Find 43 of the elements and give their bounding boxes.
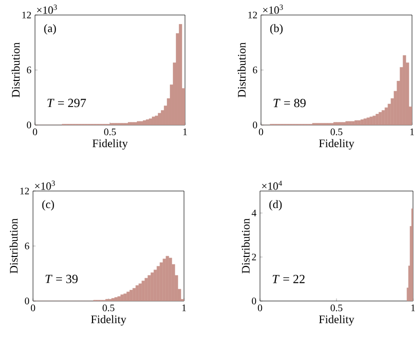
y-axis-title: Distribution	[238, 42, 246, 98]
x-tick-label: 1	[411, 304, 415, 312]
text: ×10$^{3}$	[35, 180, 55, 190]
x-tick-label: 1	[182, 304, 186, 312]
annotation: T = 39	[46, 274, 78, 284]
y-tick-label: 12	[248, 12, 257, 18]
x-axis-title: Fidelity	[91, 315, 126, 326]
x-tick-label: 0.5	[330, 304, 342, 312]
y-axis-title: Distribution	[12, 42, 20, 98]
x-tick-label: 0.5	[102, 304, 114, 312]
x-tick-label: 0.5	[104, 128, 116, 136]
x-tick-label: 1	[410, 128, 414, 136]
x-axis-title: Fidelity	[319, 139, 354, 150]
y-tick-label: 0	[252, 122, 258, 128]
y-tick-label: 0	[24, 298, 30, 304]
y-tick-label: 6	[24, 242, 30, 250]
y-tick-label: 12	[22, 12, 31, 18]
x-tick-label: 0	[32, 128, 38, 136]
annotation: (b)	[270, 24, 283, 34]
x-tick-label: 0.5	[330, 128, 342, 136]
x-axis-title: Fidelity	[319, 315, 354, 326]
y-tick-label: 4	[252, 210, 256, 216]
y-tick-label: 12	[20, 188, 29, 194]
annotation: T = 297	[48, 98, 86, 108]
y-axis-title: Distribution	[10, 218, 18, 274]
x-tick-label: 1	[183, 128, 187, 136]
x-tick-label: 0	[258, 128, 264, 136]
annotation: (a)	[44, 24, 56, 34]
x-axis-title: Fidelity	[92, 139, 128, 150]
text: ×10$^{3}$	[263, 4, 283, 14]
y-tick-label: 2	[252, 254, 256, 260]
annotation: T = 22	[272, 274, 305, 284]
annotation: (c)	[42, 200, 54, 210]
text: ×10$^{4}$	[262, 180, 282, 190]
y-tick-label: 0	[252, 298, 256, 304]
annotation: T = 89	[274, 98, 306, 108]
annotation: (d)	[269, 200, 282, 210]
text: ×10$^{3}$	[37, 4, 57, 14]
x-tick-label: 0	[258, 304, 262, 312]
y-tick-label: 6	[252, 66, 258, 74]
y-tick-label: 6	[26, 66, 32, 74]
y-axis-title: Distribution	[242, 218, 250, 274]
y-tick-label: 0	[26, 122, 32, 128]
